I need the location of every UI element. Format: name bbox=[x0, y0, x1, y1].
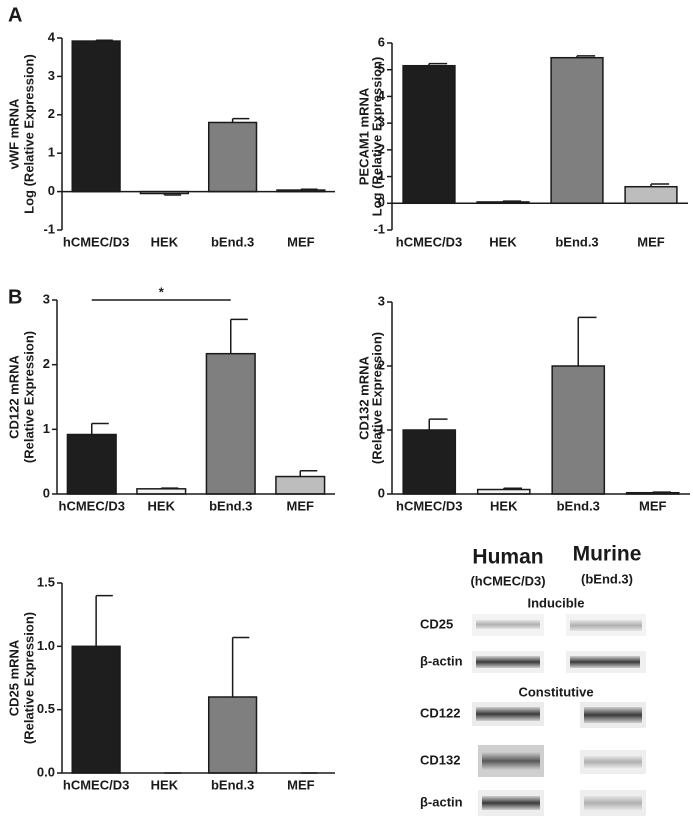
x-tick-label: HEK bbox=[148, 498, 176, 513]
row-label: β-actin bbox=[420, 653, 463, 668]
y-tick-label: 1 bbox=[378, 168, 385, 183]
bar bbox=[550, 56, 604, 205]
significance-label: * bbox=[159, 284, 165, 299]
x-tick-label: bEnd.3 bbox=[557, 498, 600, 513]
y-tick-label: -1 bbox=[43, 221, 55, 236]
y-tick-label: 3 bbox=[43, 291, 50, 306]
y-tick-label: 3 bbox=[378, 115, 385, 130]
blot-band bbox=[476, 707, 540, 721]
y-tick-label: 4 bbox=[48, 29, 56, 44]
y-tick-label: 0 bbox=[43, 485, 50, 500]
y-tick-label: 0 bbox=[48, 183, 55, 198]
row-label: CD132 bbox=[420, 752, 460, 767]
y-tick-label: 3 bbox=[378, 293, 385, 308]
y-tick-label: 2 bbox=[48, 106, 55, 121]
x-tick-label: bEnd.3 bbox=[209, 498, 252, 513]
bar bbox=[275, 475, 326, 495]
western-blot: Human (hCMEC/D3) Murine (bEnd.3) Inducib… bbox=[420, 543, 646, 816]
y-tick-label: 2 bbox=[378, 141, 385, 156]
column-subtitle: (bEnd.3) bbox=[581, 571, 633, 586]
blot-band bbox=[584, 796, 642, 810]
section-title: Constitutive bbox=[518, 684, 593, 699]
x-tick-label: hCMEC/D3 bbox=[396, 498, 462, 513]
x-tick-label: HEK bbox=[151, 234, 179, 249]
y-tick-label: 0.5 bbox=[37, 701, 55, 716]
blot-band bbox=[584, 707, 642, 723]
x-tick-label: MEF bbox=[287, 234, 315, 249]
blot-band bbox=[570, 656, 640, 668]
blot-band bbox=[482, 796, 540, 810]
x-tick-label: MEF bbox=[287, 498, 315, 513]
x-tick-label: bEnd.3 bbox=[211, 234, 254, 249]
y-axis-label: Log (Relative Expression) bbox=[369, 57, 384, 217]
row-label: CD122 bbox=[420, 705, 460, 720]
bar bbox=[136, 488, 187, 495]
blot-band bbox=[482, 752, 540, 770]
y-tick-label: 0 bbox=[378, 485, 385, 500]
y-tick-label: 1 bbox=[378, 421, 385, 436]
x-tick-label: HEK bbox=[489, 234, 517, 249]
column-subtitle: (hCMEC/D3) bbox=[470, 573, 545, 588]
y-tick-label: -1 bbox=[373, 221, 385, 236]
section-title: Inducible bbox=[527, 595, 584, 610]
bar bbox=[71, 645, 121, 774]
x-tick-label: MEF bbox=[639, 498, 667, 513]
x-tick-label: MEF bbox=[637, 234, 665, 249]
y-axis-label: (Relative Expression) bbox=[369, 332, 384, 464]
x-tick-label: hCMEC/D3 bbox=[63, 777, 129, 792]
y-axis-label: (Relative Expression) bbox=[21, 612, 36, 744]
y-tick-label: 3 bbox=[48, 68, 55, 83]
y-tick-label: 4 bbox=[378, 88, 386, 103]
row-label: β-actin bbox=[420, 794, 463, 809]
y-tick-label: 0 bbox=[378, 195, 385, 210]
blot-band bbox=[570, 620, 642, 631]
y-axis-label: Log (Relative Expression) bbox=[21, 54, 36, 214]
y-tick-label: 1 bbox=[43, 421, 50, 436]
x-tick-label: HEK bbox=[151, 777, 179, 792]
blot-band bbox=[476, 656, 540, 668]
column-title: Murine bbox=[573, 543, 642, 566]
panel-label: A bbox=[8, 4, 22, 26]
y-tick-label: 1.0 bbox=[37, 638, 55, 653]
blot-band bbox=[476, 620, 540, 629]
x-tick-label: hCMEC/D3 bbox=[59, 498, 125, 513]
blot-band bbox=[584, 756, 642, 768]
bar bbox=[551, 365, 606, 495]
y-axis-label: CD132 mRNA bbox=[356, 355, 371, 439]
y-axis-label: vWF mRNA bbox=[6, 98, 21, 169]
y-axis-label: PECAM1 mRNA bbox=[356, 87, 371, 185]
y-tick-label: 0.0 bbox=[37, 764, 55, 779]
bar bbox=[402, 429, 457, 495]
y-tick-label: 2 bbox=[43, 356, 50, 371]
x-tick-label: HEK bbox=[490, 498, 518, 513]
bar bbox=[402, 64, 456, 205]
y-tick-label: 5 bbox=[378, 61, 385, 76]
bar bbox=[66, 433, 117, 495]
y-axis-label: CD25 mRNA bbox=[6, 639, 21, 716]
y-tick-label: 2 bbox=[378, 357, 385, 372]
panel-label: B bbox=[8, 286, 22, 308]
x-tick-label: hCMEC/D3 bbox=[63, 234, 129, 249]
y-axis-label: (Relative Expression) bbox=[21, 331, 36, 463]
row-label: CD25 bbox=[420, 616, 453, 631]
x-tick-label: bEnd.3 bbox=[555, 234, 598, 249]
bar bbox=[207, 696, 258, 774]
bar bbox=[624, 185, 678, 205]
x-tick-label: MEF bbox=[287, 777, 315, 792]
bar bbox=[205, 352, 256, 495]
bar bbox=[207, 121, 258, 193]
y-tick-label: 6 bbox=[378, 34, 385, 49]
x-tick-label: bEnd.3 bbox=[211, 777, 254, 792]
column-title: Human bbox=[472, 546, 543, 569]
y-tick-label: 1 bbox=[48, 145, 55, 160]
y-tick-label: 1.5 bbox=[37, 574, 55, 589]
y-axis-label: CD122 mRNA bbox=[6, 354, 21, 438]
x-tick-label: hCMEC/D3 bbox=[396, 234, 462, 249]
bar bbox=[71, 40, 121, 193]
